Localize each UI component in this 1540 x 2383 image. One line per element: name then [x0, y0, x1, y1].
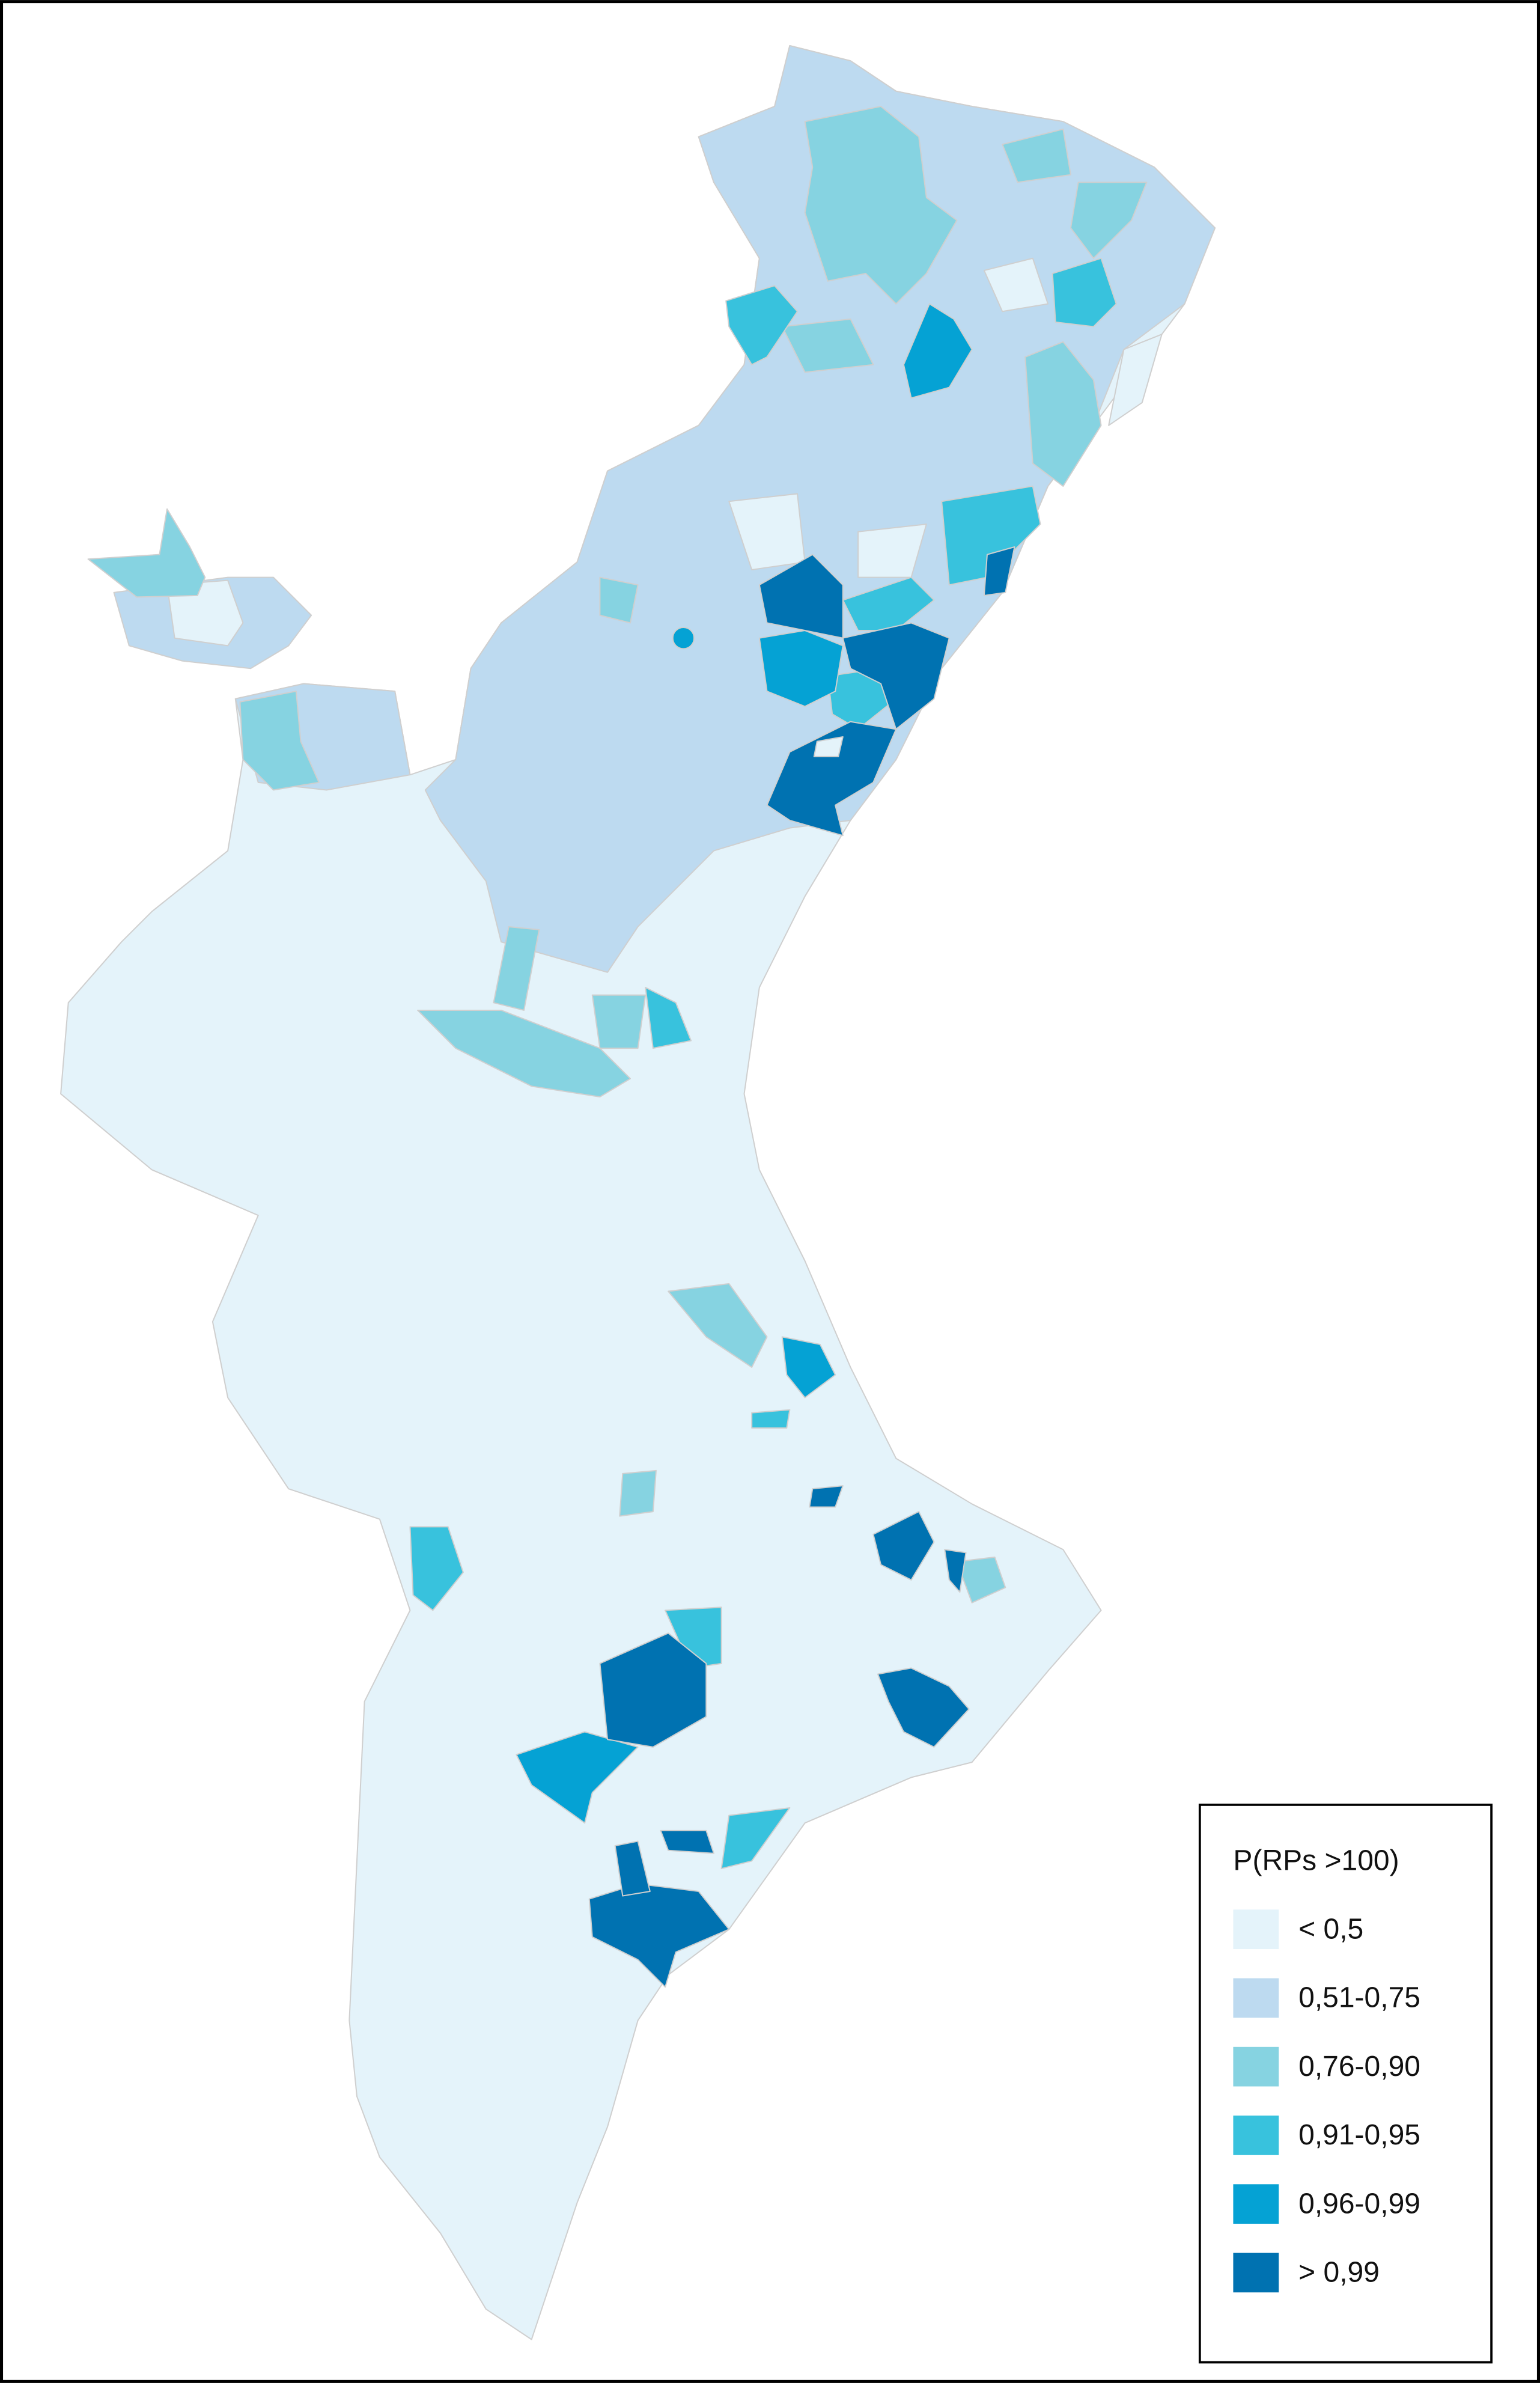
region [672, 626, 695, 650]
region [725, 285, 799, 365]
region [804, 106, 958, 305]
legend-swatch [1233, 2253, 1279, 2293]
region [842, 622, 950, 730]
region [1052, 257, 1117, 328]
legend-title: P(RPs >100) [1233, 1845, 1399, 1877]
region [166, 579, 244, 647]
region [516, 1731, 639, 1824]
region [1108, 334, 1163, 426]
region [902, 303, 973, 399]
region [409, 1526, 464, 1611]
region [1002, 128, 1071, 183]
region [720, 1807, 791, 1870]
region [588, 1883, 730, 1988]
legend-label: < 0,5 [1298, 1913, 1363, 1945]
legend-label: 0,96-0,99 [1298, 2188, 1420, 2220]
region [87, 508, 206, 598]
region [766, 721, 897, 837]
region [813, 736, 844, 757]
region [872, 1511, 935, 1581]
region [493, 926, 540, 1011]
region [751, 1409, 791, 1429]
legend-label: 0,91-0,95 [1298, 2119, 1420, 2151]
region [944, 1549, 967, 1593]
region [591, 994, 647, 1049]
legend-label: > 0,99 [1298, 2257, 1380, 2289]
region [599, 1632, 707, 1748]
legend-swatch [1233, 1978, 1279, 2018]
legend-label: 0,76-0,90 [1298, 2051, 1420, 2082]
region [781, 1336, 836, 1399]
region [1024, 341, 1102, 487]
region [668, 1283, 768, 1368]
region [842, 576, 935, 632]
region [1070, 182, 1148, 259]
region [614, 1840, 651, 1897]
region [809, 1485, 844, 1508]
region [660, 1829, 714, 1854]
region [417, 1009, 631, 1098]
region [239, 691, 320, 791]
region [983, 257, 1049, 313]
region [781, 318, 874, 373]
legend-swatch [1233, 2184, 1279, 2224]
legend-label: 0,51-0,75 [1298, 1982, 1420, 2014]
legend-swatch [1233, 2046, 1279, 2087]
legend-swatch [1233, 1909, 1279, 1950]
region [619, 1469, 657, 1517]
region [983, 546, 1015, 596]
region [877, 1667, 970, 1748]
region [645, 987, 692, 1049]
map-regions [60, 44, 1216, 2340]
region [599, 576, 639, 624]
region [956, 1556, 1006, 1603]
legend: P(RPs >100) < 0,5 0,51-0,75 0,76-0,90 0,91-… [1198, 1804, 1493, 2364]
legend-swatch [1233, 2116, 1279, 2155]
